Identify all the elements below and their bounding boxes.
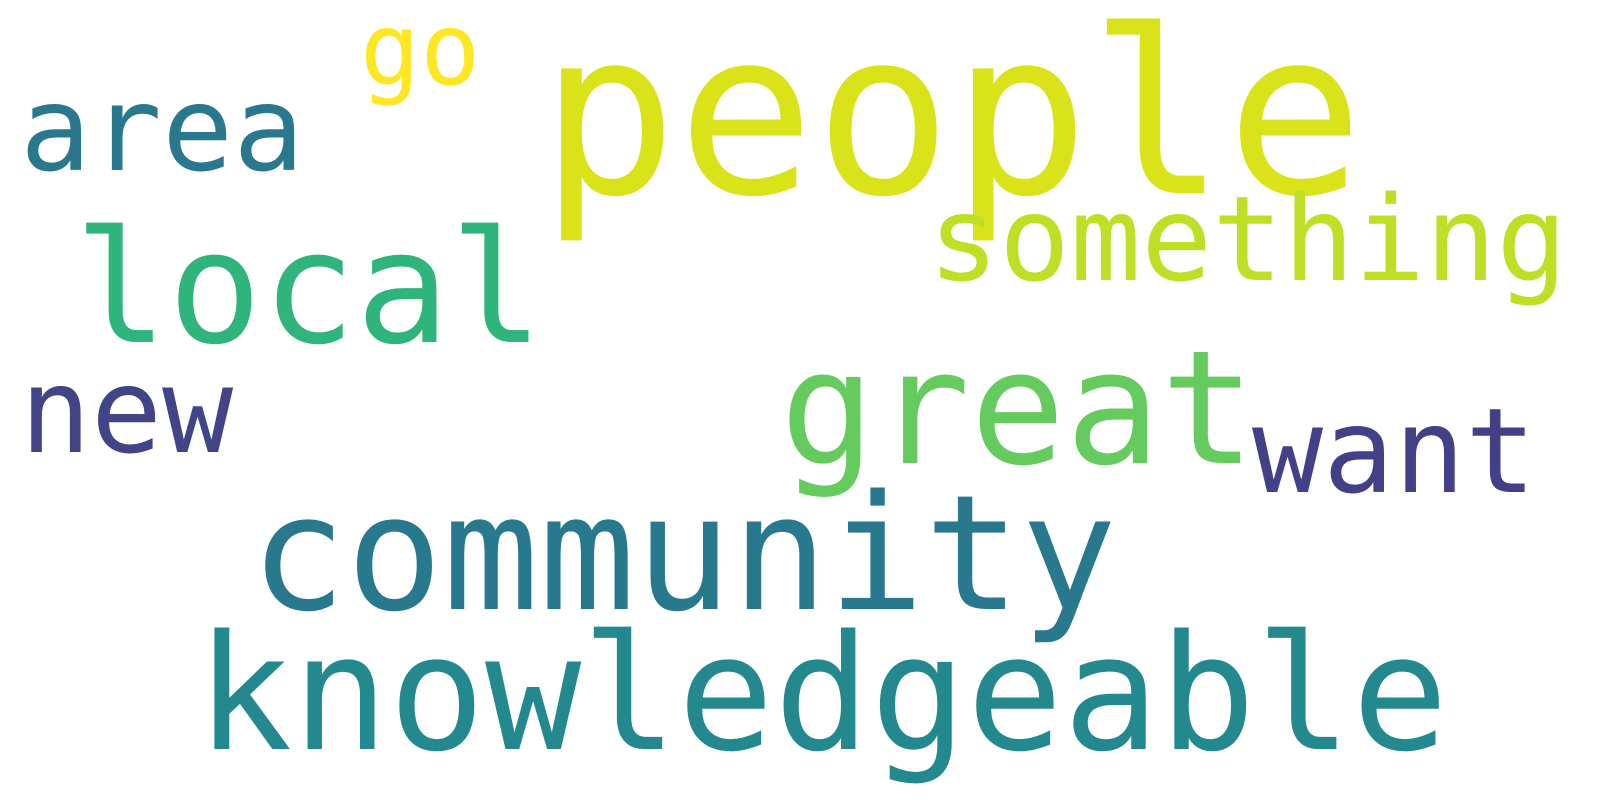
word-area: area [20,60,305,198]
word-go: go [360,0,481,108]
word-people: people [540,0,1364,247]
word-great: great [780,317,1256,501]
word-community: community [250,460,1117,647]
word-local: local [74,197,544,379]
word-something: something [928,170,1568,308]
word-want: want [1252,382,1537,520]
word-new: new [20,342,234,480]
word-knowledgeable: knowledgeable [196,600,1449,787]
